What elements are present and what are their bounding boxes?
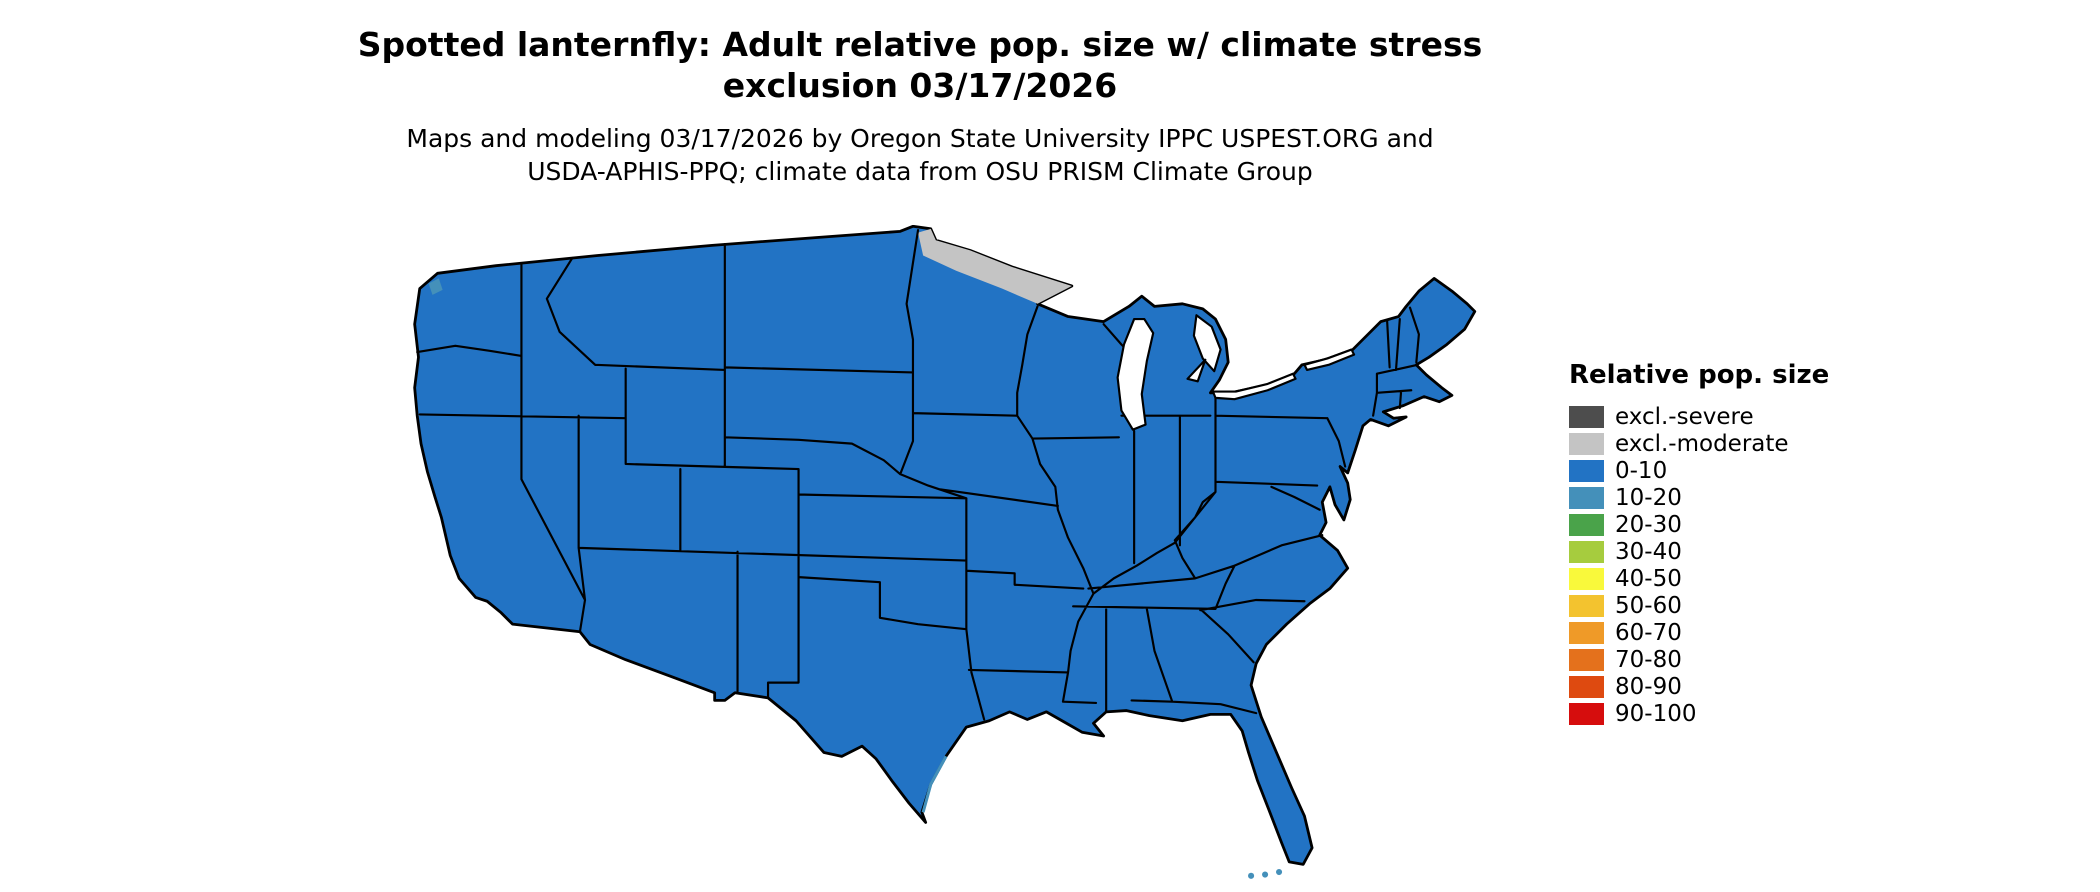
great-lakes (1116, 314, 1356, 431)
florida-keys-accent (1248, 872, 1255, 879)
legend-item-label: 40-50 (1615, 565, 1682, 592)
legend-item: 40-50 (1569, 565, 1889, 592)
florida-keys-accent (1275, 868, 1283, 876)
page-title: Spotted lanternfly: Adult relative pop. … (0, 24, 1840, 106)
legend-swatch (1569, 486, 1604, 509)
legend-item-label: 10-20 (1615, 484, 1682, 511)
legend-swatch (1569, 567, 1604, 590)
legend-item: 90-100 (1569, 700, 1889, 727)
legend-list: excl.-severe excl.-moderate 0-10 10-20 2… (1569, 403, 1889, 727)
legend-swatch (1569, 540, 1604, 563)
legend-swatch (1569, 432, 1604, 455)
legend-swatch (1569, 405, 1604, 428)
legend-item-label: 30-40 (1615, 538, 1682, 565)
legend-item: excl.-severe (1569, 403, 1889, 430)
excl-moderate-region-minnesota (918, 228, 1072, 304)
legend-item-label: 20-30 (1615, 511, 1682, 538)
legend-item: 80-90 (1569, 673, 1889, 700)
legend-item: 10-20 (1569, 484, 1889, 511)
legend-item-label: 0-10 (1615, 457, 1668, 484)
title-line-2: exclusion 03/17/2026 (722, 66, 1118, 105)
us-map-svg (413, 225, 1477, 879)
florida-keys-accent (1262, 871, 1269, 878)
legend-swatch (1569, 675, 1604, 698)
texas-coast-accent (921, 755, 948, 813)
legend-swatch (1569, 459, 1604, 482)
legend-item-label: 50-60 (1615, 592, 1682, 619)
legend-item-label: excl.-severe (1615, 403, 1754, 430)
legend-item-label: 90-100 (1615, 700, 1697, 727)
legend-item: excl.-moderate (1569, 430, 1889, 457)
legend-swatch (1569, 702, 1604, 725)
legend-item: 50-60 (1569, 592, 1889, 619)
legend-item: 20-30 (1569, 511, 1889, 538)
legend-item-label: 80-90 (1615, 673, 1682, 700)
legend-item: 0-10 (1569, 457, 1889, 484)
legend-swatch (1569, 513, 1604, 536)
subtitle-line-1: Maps and modeling 03/17/2026 by Oregon S… (406, 124, 1434, 153)
legend-swatch (1569, 621, 1604, 644)
legend-item: 60-70 (1569, 619, 1889, 646)
legend-item-label: 60-70 (1615, 619, 1682, 646)
us-map (305, 225, 1526, 886)
title-line-1: Spotted lanternfly: Adult relative pop. … (357, 25, 1483, 64)
legend-swatch (1569, 594, 1604, 617)
legend-item: 30-40 (1569, 538, 1889, 565)
state-borders (416, 229, 1420, 721)
legend-swatch (1569, 648, 1604, 671)
legend: Relative pop. size excl.-severe excl.-mo… (1569, 360, 1889, 727)
page-subtitle: Maps and modeling 03/17/2026 by Oregon S… (0, 122, 1840, 188)
puget-sound-accent (428, 278, 443, 295)
legend-item-label: excl.-moderate (1615, 430, 1789, 457)
subtitle-line-2: USDA-APHIS-PPQ; climate data from OSU PR… (527, 157, 1313, 186)
coastal-10-20-accents (428, 278, 1283, 879)
legend-item: 70-80 (1569, 646, 1889, 673)
legend-title: Relative pop. size (1569, 360, 1830, 390)
legend-item-label: 70-80 (1615, 646, 1682, 673)
us-landmass (413, 225, 1477, 866)
